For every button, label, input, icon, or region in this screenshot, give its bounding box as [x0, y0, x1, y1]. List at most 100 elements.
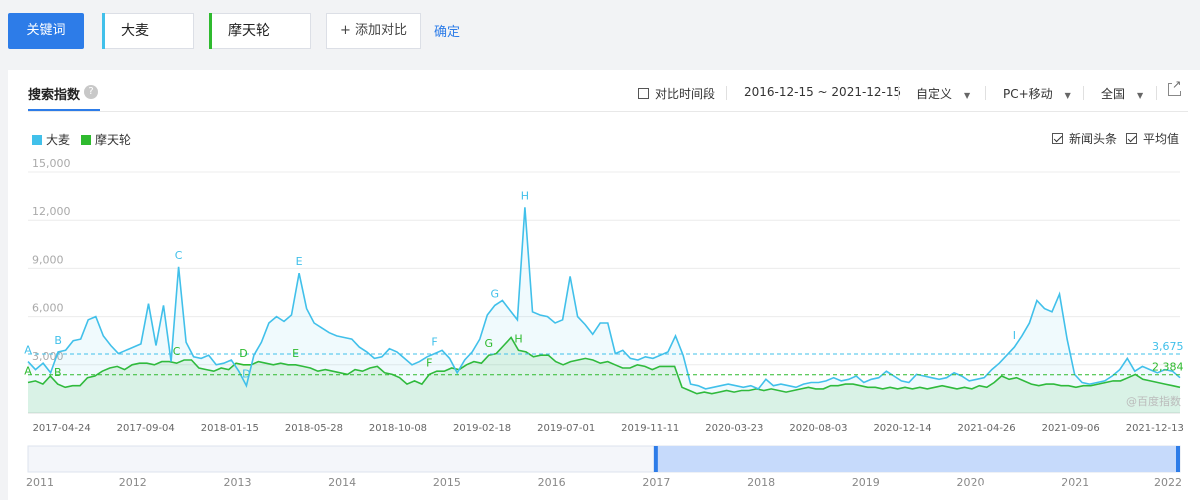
- news-marker: D: [239, 347, 247, 360]
- news-marker: C: [173, 345, 181, 358]
- average-label: 平均值: [1143, 132, 1180, 146]
- y-tick-label: 12,000: [32, 205, 71, 218]
- news-marker: B: [54, 334, 62, 347]
- x-tick-label: 2021-12-13: [1126, 423, 1184, 434]
- news-marker: F: [431, 336, 437, 349]
- compare-period-checkbox[interactable]: [638, 88, 649, 99]
- tab-search-index[interactable]: 搜索指数: [28, 88, 81, 103]
- divider: [1083, 86, 1084, 100]
- navigator-year-label: 2018: [747, 476, 775, 489]
- date-range[interactable]: 2016-12-15 ~ 2021-12-15: [744, 85, 902, 99]
- news-marker: E: [292, 347, 299, 360]
- navigator-year-label: 2014: [328, 476, 356, 489]
- caret-down-icon: ▼: [1064, 91, 1071, 100]
- watermark-text: 风闻社区@松果财经: [916, 482, 1105, 500]
- news-marker: F: [426, 356, 432, 369]
- news-marker: D: [242, 368, 250, 381]
- divider: [1156, 86, 1157, 100]
- caret-down-icon: ▼: [964, 91, 971, 100]
- keyword-label-1: 大麦: [121, 23, 149, 39]
- y-tick-label: 6,000: [32, 302, 64, 315]
- top-bar: 关键词 大麦 摩天轮 + 添加对比 确定: [0, 0, 1200, 62]
- help-icon[interactable]: ?: [84, 85, 98, 99]
- keyword-color-bar: [209, 13, 212, 49]
- navigator-year-label: 2011: [26, 476, 54, 489]
- add-compare-button[interactable]: + 添加对比: [326, 13, 421, 49]
- compare-period-label: 对比时间段: [655, 87, 716, 101]
- news-marker: I: [1013, 329, 1016, 342]
- x-tick-label: 2018-05-28: [285, 423, 343, 434]
- news-marker: C: [175, 249, 183, 262]
- x-tick-label: 2019-07-01: [537, 423, 595, 434]
- tab-underline: [28, 109, 100, 111]
- keyword-label-2: 摩天轮: [228, 23, 270, 39]
- news-marker: B: [54, 366, 62, 379]
- search-index-chart[interactable]: 15,00012,0009,0006,0003,0003,6752,384ABC…: [8, 140, 1200, 500]
- export-icon[interactable]: [1168, 78, 1182, 96]
- divider: [726, 86, 727, 100]
- legend-swatch: [32, 135, 42, 145]
- keyword-box-1[interactable]: 大麦: [102, 13, 194, 49]
- confirm-button[interactable]: 确定: [434, 25, 461, 40]
- x-tick-label: 2020-03-23: [705, 423, 763, 434]
- average-label: 3,675: [1152, 340, 1184, 353]
- source-mark: @百度指数: [1126, 394, 1181, 408]
- news-checkbox[interactable]: [1052, 133, 1063, 144]
- x-tick-label: 2017-09-04: [117, 423, 175, 434]
- news-label: 新闻头条: [1069, 132, 1118, 146]
- legend-item-series-1[interactable]: 大麦: [32, 131, 70, 148]
- compare-period-toggle[interactable]: 对比时间段: [638, 85, 715, 102]
- caret-down-icon: ▼: [1137, 91, 1144, 100]
- divider: [898, 86, 899, 100]
- series-area: [28, 207, 1180, 413]
- divider: [985, 86, 986, 100]
- x-tick-label: 2020-12-14: [873, 423, 931, 434]
- news-marker: A: [24, 364, 32, 377]
- news-marker: H: [514, 332, 522, 345]
- navigator-year-label: 2013: [223, 476, 251, 489]
- navigator-year-label: 2021: [1061, 476, 1089, 489]
- custom-label: 自定义: [916, 87, 953, 101]
- y-tick-label: 9,000: [32, 253, 64, 266]
- region-dropdown[interactable]: 全国 ▼: [1101, 85, 1143, 102]
- series-line: [27, 336, 1181, 395]
- legend-label: 摩天轮: [95, 133, 132, 147]
- average-label: 2,384: [1152, 361, 1184, 374]
- y-tick-label: 15,000: [32, 157, 71, 170]
- news-marker: H: [521, 189, 529, 202]
- series-area: [28, 337, 1180, 413]
- keyword-button[interactable]: 关键词: [8, 13, 84, 49]
- legend-swatch: [81, 135, 91, 145]
- average-checkbox[interactable]: [1126, 133, 1137, 144]
- navigator-year-label: 2020: [957, 476, 985, 489]
- keyword-color-bar: [102, 13, 105, 49]
- divider: [28, 111, 1188, 112]
- news-toggle[interactable]: 新闻头条: [1052, 130, 1117, 147]
- navigator-year-label: 2017: [642, 476, 670, 489]
- x-tick-label: 2018-10-08: [369, 423, 427, 434]
- x-tick-label: 2021-04-26: [958, 423, 1016, 434]
- region-label: 全国: [1101, 87, 1126, 101]
- custom-dropdown[interactable]: 自定义 ▼: [916, 85, 970, 102]
- news-marker: E: [296, 255, 303, 268]
- x-tick-label: 2017-04-24: [33, 423, 91, 434]
- search-index-panel: 搜索指数 ? 对比时间段 2016-12-15 ~ 2021-12-15 自定义…: [8, 70, 1200, 500]
- x-tick-label: 2021-09-06: [1042, 423, 1100, 434]
- news-marker: G: [485, 337, 494, 350]
- news-marker: A: [24, 344, 32, 357]
- keyword-box-2[interactable]: 摩天轮: [209, 13, 311, 49]
- navigator-selection: [655, 446, 1180, 472]
- x-tick-label: 2019-02-18: [453, 423, 511, 434]
- navigator-year-label: 2019: [852, 476, 880, 489]
- average-toggle[interactable]: 平均值: [1126, 130, 1179, 147]
- navigator-year-label: 2016: [538, 476, 566, 489]
- x-tick-label: 2020-08-03: [789, 423, 847, 434]
- x-tick-label: 2019-11-11: [621, 423, 679, 434]
- legend-item-series-2[interactable]: 摩天轮: [81, 131, 131, 148]
- navigator-handle-right: [1176, 446, 1180, 472]
- legend-label: 大麦: [46, 133, 71, 147]
- navigator-year-label: 2012: [119, 476, 147, 489]
- navigator-handle-left: [653, 446, 658, 472]
- navigator-year-label: 2022: [1154, 476, 1182, 489]
- device-dropdown[interactable]: PC+移动 ▼: [1003, 85, 1071, 102]
